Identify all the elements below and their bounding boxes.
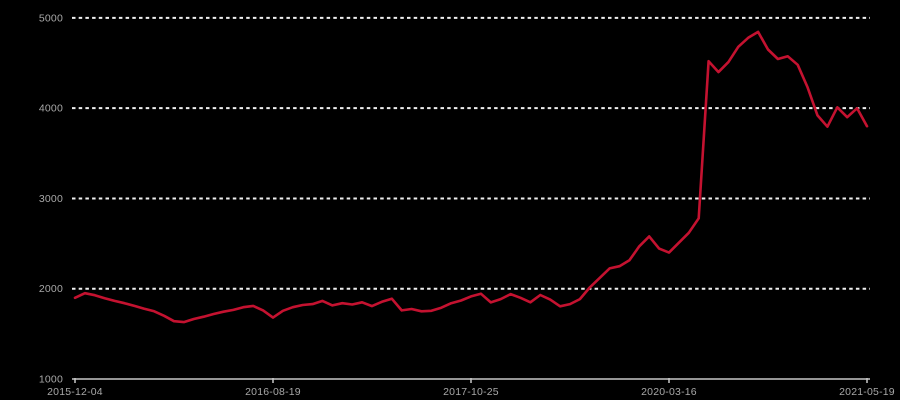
- y-tick-label-4000: 4000: [39, 103, 63, 115]
- y-tick-label-2000: 2000: [39, 283, 63, 295]
- x-tick-label-2016-08-19: 2016-08-19: [245, 386, 301, 398]
- y-tick-label-3000: 3000: [39, 193, 63, 205]
- y-tick-label-1000: 1000: [39, 374, 63, 386]
- x-tick-label-2020-03-16: 2020-03-16: [641, 386, 697, 398]
- x-tick-label-2017-10-25: 2017-10-25: [443, 386, 499, 398]
- y-tick-label-5000: 5000: [39, 12, 63, 24]
- data-series-line: [73, 30, 869, 324]
- x-tick-label-2021-05-19: 2021-05-19: [839, 386, 895, 398]
- x-tick-label-2015-12-04: 2015-12-04: [47, 386, 103, 398]
